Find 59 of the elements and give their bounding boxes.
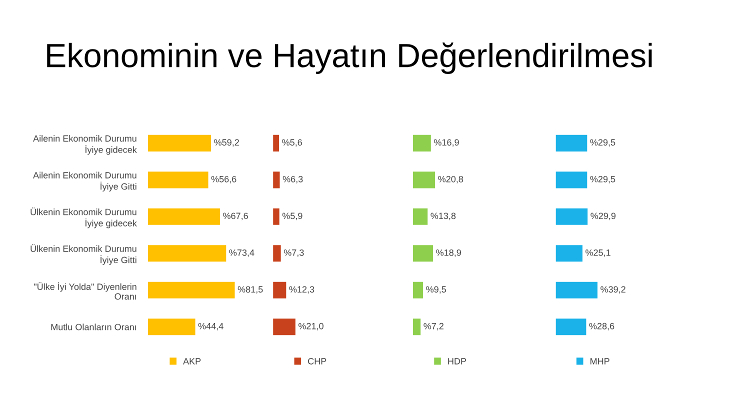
- bar: [556, 208, 588, 225]
- data-label: %28,6: [589, 322, 614, 330]
- bar: [273, 318, 296, 336]
- bar: [148, 282, 235, 298]
- data-label: %81,5: [238, 286, 263, 294]
- data-label: %73,4: [229, 249, 254, 257]
- data-label: %56,6: [211, 176, 236, 184]
- bar: [556, 245, 582, 262]
- legend-label: AKP: [183, 358, 201, 364]
- data-label: %12,3: [289, 286, 314, 294]
- data-label: %39,2: [600, 286, 626, 294]
- data-label: %29,5: [590, 176, 616, 184]
- data-label: %29,9: [590, 212, 616, 220]
- bar: [412, 282, 424, 298]
- data-label: %13,8: [430, 212, 456, 220]
- bar: [148, 318, 196, 336]
- data-label: %67,6: [223, 212, 248, 220]
- y-tick-label: "Ülke İyi Yolda" Diyenlerin Oranı: [34, 282, 136, 300]
- bar: [556, 282, 598, 298]
- bar: [412, 134, 431, 152]
- data-label: %5,9: [282, 212, 302, 220]
- y-tick-label: Ailenin Ekonomik Durumu İyiye Gitti: [33, 172, 136, 192]
- y-tick-label: Ailenin Ekonomik Durumu İyiye gidecek: [33, 135, 137, 155]
- bar: [273, 172, 280, 188]
- data-label: %5,6: [282, 139, 302, 147]
- bar: [412, 245, 434, 262]
- data-label: %18,9: [436, 249, 461, 257]
- bar: [412, 208, 428, 225]
- data-label: %44,4: [198, 322, 224, 330]
- bar: [148, 172, 208, 188]
- bar: [273, 208, 280, 225]
- data-label: %16,9: [434, 139, 459, 147]
- bar: [556, 172, 588, 188]
- bar: [273, 134, 280, 152]
- data-label: %9,5: [426, 286, 446, 294]
- legend-label: MHP: [590, 358, 610, 364]
- bar: [556, 318, 586, 336]
- data-label: %29,5: [590, 139, 616, 147]
- data-label: %20,8: [438, 176, 464, 184]
- data-label: %25,1: [586, 249, 610, 257]
- bar: [273, 282, 286, 298]
- legend-label: HDP: [448, 358, 466, 364]
- data-label: %7,2: [424, 322, 444, 330]
- y-tick-label: Ülkenin Ekonomik Durumu İyiye Gitti: [30, 244, 136, 265]
- data-label: %21,0: [298, 322, 324, 330]
- bar: [556, 134, 588, 152]
- data-label: %6,3: [282, 176, 303, 184]
- legend-label: CHP: [308, 358, 326, 364]
- bar: [412, 172, 436, 188]
- y-tick-label: Mutlu Olanların Oranı: [51, 324, 136, 330]
- text: Ekonominin ve Hayatın Değerlendirilmesi: [47, 42, 652, 74]
- bar: [148, 245, 226, 262]
- data-label: %59,2: [214, 139, 239, 147]
- y-tick-label: Ülkenin Ekonomik Durumu İyiye gidecek: [30, 208, 137, 228]
- bar: [148, 208, 220, 225]
- bar: [412, 318, 421, 336]
- bar: [273, 245, 281, 262]
- bar: [148, 134, 212, 152]
- data-label: %7,3: [284, 249, 304, 257]
